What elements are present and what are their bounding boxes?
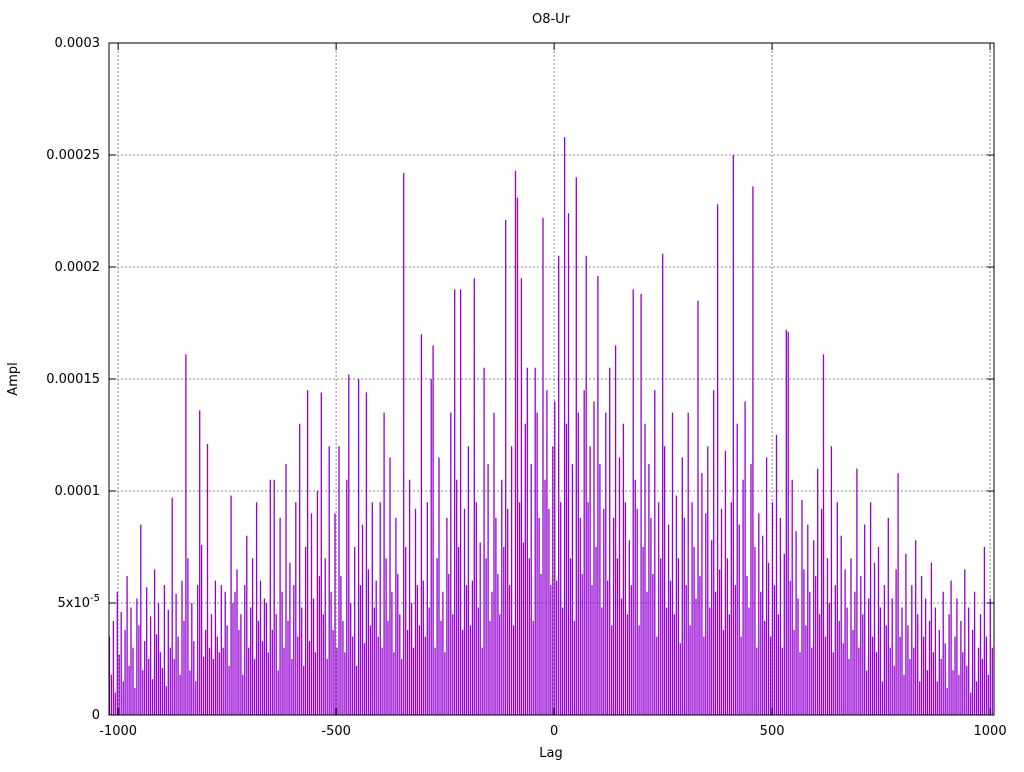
y-tick-label: 0.0001	[55, 484, 101, 499]
axis-ticks	[109, 42, 994, 716]
impulse-series	[108, 137, 993, 715]
chart-title: O8-Ur	[532, 12, 571, 27]
y-axis-label: Ampl	[6, 362, 21, 395]
x-tick-labels: -1000 -500 0 500 1000	[99, 724, 1006, 739]
y-tick-label: 0.00025	[46, 148, 100, 163]
y-tick-label: 0	[92, 708, 100, 723]
y-tick-label: 0.0002	[55, 260, 101, 275]
x-tick-label: 500	[760, 724, 785, 739]
y-tick-label: 0.0003	[55, 36, 101, 51]
x-tick-label: 0	[550, 724, 558, 739]
y-tick-label: 0.00015	[46, 372, 100, 387]
x-tick-label: -1000	[99, 724, 137, 739]
x-tick-label: -500	[321, 724, 351, 739]
y-tick-labels: 0 5x10-5 0.0001 0.00015 0.0002 0.00025 0.0003	[46, 36, 100, 723]
x-axis-label: Lag	[539, 746, 562, 761]
y-tick-label: 5x10-5	[58, 593, 101, 611]
x-tick-label: 1000	[974, 724, 1007, 739]
impulse-path	[108, 137, 993, 715]
